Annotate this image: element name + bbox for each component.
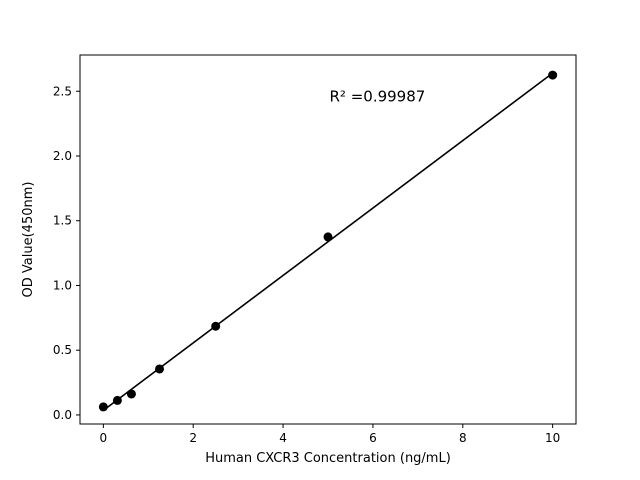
y-tick-label: 0.0 [53,408,72,422]
y-tick-label: 1.5 [53,214,72,228]
x-tick-label: 0 [100,431,108,445]
data-point [548,70,558,80]
data-point [155,364,165,374]
y-tick-label: 2.0 [53,149,72,163]
fit-line [102,72,554,411]
x-tick-label: 2 [189,431,197,445]
data-point [211,321,221,331]
data-point [112,395,122,405]
data-point [98,402,108,412]
data-point [126,389,136,399]
x-tick-label: 6 [369,431,377,445]
x-tick-label: 10 [545,431,560,445]
y-tick-label: 1.0 [53,278,72,292]
y-tick-label: 0.5 [53,343,72,357]
y-tick-label: 2.5 [53,84,72,98]
x-axis-label: Human CXCR3 Concentration (ng/mL) [205,451,451,466]
x-tick-label: 4 [279,431,287,445]
y-axis-label: OD Value(450nm) [21,182,36,298]
x-tick-label: 8 [459,431,467,445]
data-point [323,232,333,242]
r-squared-annotation: R² =0.99987 [330,88,426,106]
